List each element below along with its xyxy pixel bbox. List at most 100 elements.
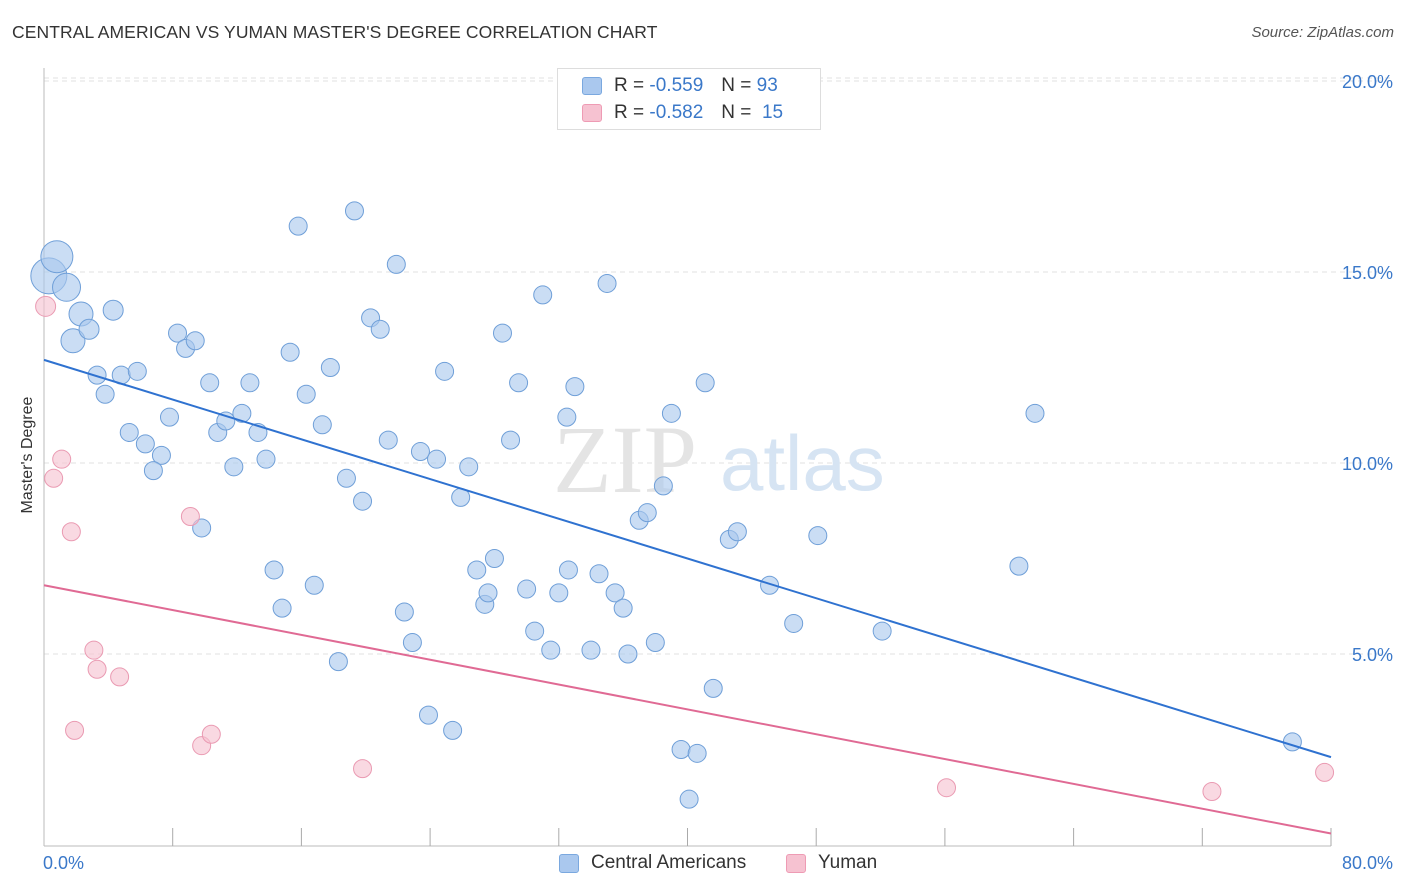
n-value: 15: [761, 102, 784, 123]
yuman-point: [180, 506, 200, 526]
central-american-point: [394, 602, 414, 622]
central-american-point: [336, 468, 356, 488]
central-american-point: [60, 328, 86, 354]
central-american-point: [492, 323, 512, 343]
central-american-point: [467, 560, 487, 580]
central-american-point: [418, 705, 438, 725]
source-credit: Source: ZipAtlas.com: [1251, 24, 1394, 41]
central-american-point: [320, 358, 340, 377]
legend-label: Yuman: [818, 852, 878, 873]
yuman-point: [87, 659, 107, 679]
r-value: -0.582: [649, 102, 704, 123]
central-american-trendline: [43, 358, 1332, 759]
central-american-point: [78, 318, 100, 340]
central-american-point: [264, 560, 284, 580]
r-label: R =: [614, 75, 645, 96]
chart-title: CENTRAL AMERICAN VS YUMAN MASTER'S DEGRE…: [12, 22, 658, 42]
central-american-point: [478, 583, 498, 603]
central-american-point: [127, 361, 147, 381]
series-legend: Central Americans Yuman: [0, 852, 1406, 878]
central-american-point: [427, 449, 447, 469]
legend-label: Central Americans: [591, 852, 747, 873]
yuman-trendline: [43, 584, 1332, 835]
central-american-point: [653, 476, 673, 496]
y-tick-label: 10.0%: [1342, 454, 1393, 474]
central-american-point: [185, 331, 205, 351]
yuman-point: [35, 295, 57, 317]
central-american-point: [517, 579, 537, 599]
central-american-point: [353, 491, 373, 511]
y-tick-label: 5.0%: [1352, 645, 1393, 665]
central-american-point: [558, 560, 578, 580]
legend-item-central-americans[interactable]: Central Americans: [559, 852, 746, 874]
central-american-point: [344, 201, 364, 221]
legend-swatch-pink: [786, 853, 806, 873]
central-american-point: [95, 384, 115, 404]
legend-swatch-blue: [559, 853, 579, 873]
yuman-point: [353, 759, 373, 779]
yuman-point: [44, 468, 64, 488]
central-american-point: [143, 461, 163, 481]
central-american-point: [484, 549, 504, 568]
yuman-point: [52, 449, 72, 469]
central-american-point: [661, 403, 681, 423]
axes: [43, 68, 1332, 847]
central-american-point: [272, 598, 292, 618]
central-american-point: [760, 575, 780, 595]
yuman-point: [110, 667, 130, 687]
central-american-point: [557, 407, 577, 427]
central-american-point: [304, 575, 324, 595]
central-american-point: [232, 403, 252, 423]
central-american-point: [443, 720, 463, 740]
r-value: -0.559: [649, 75, 704, 96]
y-tick-label: 20.0%: [1342, 72, 1393, 92]
correlation-legend: R = -0.559 N = 93 R = -0.582 N = 15: [557, 68, 821, 130]
central-american-point: [872, 621, 892, 641]
central-american-point: [1025, 403, 1045, 423]
watermark: ZIP atlas: [553, 406, 885, 513]
x-tick-label: 80.0%: [1342, 853, 1393, 873]
central-american-point: [671, 740, 691, 759]
central-american-point: [312, 415, 332, 435]
n-value: 93: [756, 75, 778, 96]
central-american-point: [605, 583, 625, 603]
central-american-point: [687, 743, 707, 763]
central-american-point: [509, 373, 529, 393]
central-american-point: [378, 430, 398, 450]
central-american-point: [159, 407, 179, 427]
central-american-point: [87, 365, 107, 385]
central-american-point: [597, 273, 617, 293]
central-american-point: [808, 526, 828, 546]
central-american-point: [256, 449, 276, 469]
central-american-point: [296, 384, 316, 404]
central-american-point: [151, 445, 171, 465]
central-american-point: [784, 613, 804, 633]
central-american-point: [679, 789, 699, 809]
central-american-point: [581, 640, 601, 660]
x-tick-label: 0.0%: [43, 853, 84, 873]
yuman-point: [84, 640, 104, 660]
y-tick-label: 15.0%: [1342, 263, 1393, 283]
central-american-point: [168, 323, 188, 343]
legend-item-yuman[interactable]: Yuman: [786, 852, 877, 874]
watermark-atlas: atlas: [720, 419, 885, 507]
central-american-point: [192, 518, 212, 538]
tick-labels: 5.0% 10.0% 15.0% 20.0% 0.0% 80.0%: [43, 72, 1393, 873]
yuman-point: [65, 720, 85, 740]
central-american-point: [533, 285, 553, 305]
trend-lines: [43, 358, 1332, 835]
central-american-point: [565, 377, 585, 397]
central-american-point: [727, 522, 747, 542]
central-american-point: [410, 442, 430, 462]
yuman-point: [1315, 762, 1335, 782]
n-label: N =: [721, 75, 752, 96]
central-american-point: [240, 373, 260, 393]
yuman-point: [61, 522, 81, 542]
central-american-point: [525, 621, 545, 641]
central-american-point: [280, 342, 300, 362]
watermark-zip: ZIP: [553, 406, 697, 513]
central-american-point: [613, 598, 633, 618]
central-american-point: [224, 457, 244, 477]
central-american-point: [549, 583, 569, 603]
